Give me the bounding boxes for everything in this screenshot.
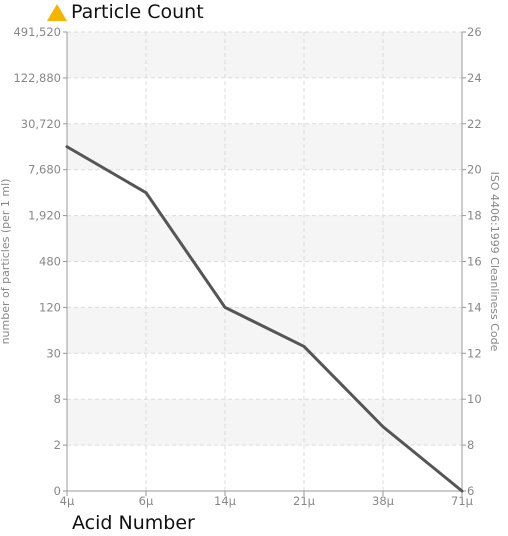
chart-title: Particle Count — [71, 1, 204, 23]
left-tick-label: 0 — [54, 484, 61, 498]
left-tick-label: 8 — [54, 392, 61, 406]
x-tick-label: 6μ — [139, 494, 154, 508]
right-tick-label: 8 — [467, 438, 474, 452]
chart-header: Particle Count — [47, 0, 204, 24]
right-tick-label: 10 — [467, 392, 482, 406]
right-tick-label: 12 — [467, 346, 482, 360]
right-tick-label: 26 — [467, 25, 482, 39]
x-tick-label: 38μ — [372, 494, 395, 508]
right-tick-label: 14 — [467, 300, 482, 314]
right-tick-label: 22 — [467, 117, 482, 131]
right-axis-title: ISO 4406:1999 Cleanliness Code — [488, 172, 501, 352]
left-tick-label: 30,720 — [21, 117, 61, 131]
plot-band — [67, 307, 462, 354]
left-tick-label: 480 — [39, 255, 61, 269]
left-tick-label: 122,880 — [13, 71, 61, 85]
plot-band — [67, 399, 462, 446]
left-tick-label: 1,920 — [28, 209, 61, 223]
plot-band — [67, 32, 462, 78]
right-tick-label: 24 — [467, 71, 482, 85]
plot-band — [67, 215, 462, 262]
x-tick-label: 4μ — [60, 494, 75, 508]
warning-triangle-icon — [47, 3, 67, 21]
series-line — [65, 145, 464, 493]
left-axis-title: number of particles (per 1 ml) — [0, 179, 12, 345]
right-tick-label: 18 — [467, 209, 482, 223]
left-tick-label: 120 — [39, 300, 61, 314]
chart-caption: Acid Number — [72, 512, 195, 534]
x-tick-label: 14μ — [214, 494, 237, 508]
right-tick-label: 16 — [467, 255, 482, 269]
plot-band — [67, 123, 462, 170]
left-tick-label: 30 — [46, 346, 61, 360]
left-tick-label: 7,680 — [28, 163, 61, 177]
x-tick-label: 71μ — [451, 494, 474, 508]
right-tick-label: 6 — [467, 484, 474, 498]
left-tick-label: 2 — [54, 438, 61, 452]
left-tick-label: 491,520 — [13, 25, 61, 39]
right-tick-label: 20 — [467, 163, 482, 177]
x-tick-label: 21μ — [293, 494, 316, 508]
